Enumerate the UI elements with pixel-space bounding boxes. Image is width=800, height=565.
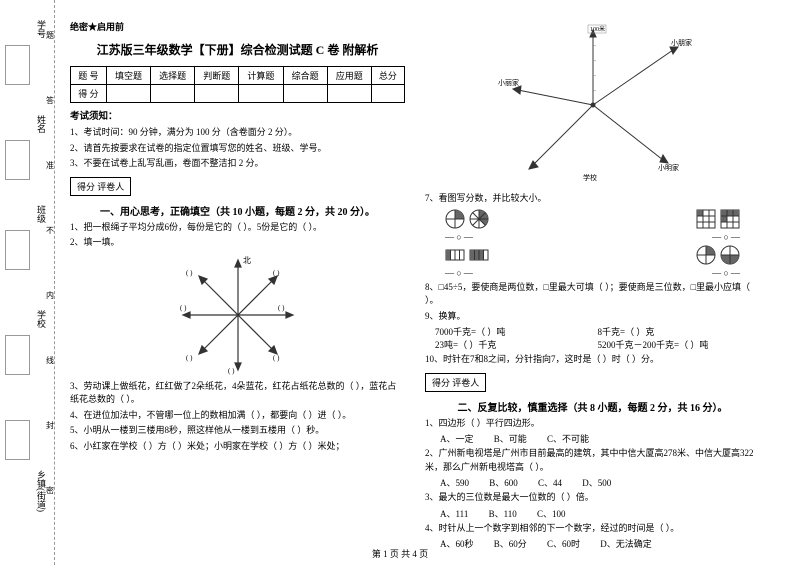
q9a: 7000千克=（ ）吨 bbox=[435, 325, 598, 338]
opt-b: B、110 bbox=[489, 509, 517, 519]
right-column: 100米 小朋家 小丽家 学校 小明家 7、看图写分数，并比较大小。 — ○ —… bbox=[415, 20, 770, 540]
dash-t4: 不 bbox=[46, 225, 54, 236]
svg-text:( ): ( ) bbox=[186, 354, 193, 362]
q4: 4、在进位加法中，不管哪一位上的数相加满（ ），都要向（ ）进（ ）。 bbox=[70, 409, 405, 423]
s2q2: 2、广州新电视塔是广州市目前最高的建筑，其中中信大厦高278米、中信大厦高322… bbox=[425, 447, 760, 474]
th: 选择题 bbox=[151, 67, 195, 85]
td[interactable] bbox=[283, 85, 327, 103]
bind-label-2: 姓名 bbox=[35, 115, 48, 133]
opt-b: B、可能 bbox=[494, 434, 527, 444]
star-diagram: 100米 小朋家 小丽家 学校 小明家 bbox=[493, 20, 693, 190]
s2q3: 3、最大的三位数是最大一位数的（ ）倍。 bbox=[425, 491, 760, 505]
instr-3: 3、不要在试卷上乱写乱画，卷面不整洁扣 2 分。 bbox=[70, 157, 405, 171]
notice-head: 考试须知： bbox=[70, 108, 405, 122]
section1-title: 一、用心思考，正确填空（共 10 小题，每题 2 分，共 20 分）。 bbox=[70, 203, 405, 218]
svg-text:( ): ( ) bbox=[228, 367, 235, 375]
bind-box-4 bbox=[5, 335, 30, 375]
q1: 1、把一根绳子平均分成6份，每份是它的（ ）。5份是它的（ ）。 bbox=[70, 221, 405, 235]
q5: 5、小明从一楼到三楼用8秒，照这样他从一楼到五楼用（ ）秒。 bbox=[70, 424, 405, 438]
page-content: 绝密★启用前 江苏版三年级数学【下册】综合检测试题 C 卷 附解析 题 号 填空… bbox=[0, 0, 800, 540]
q6: 6、小红家在学校（ ）方（ ）米处；小明家在学校（ ）方（ ）米处； bbox=[70, 440, 405, 454]
td[interactable] bbox=[195, 85, 239, 103]
bind-label-3: 班级 bbox=[35, 205, 48, 223]
svg-text:( ): ( ) bbox=[273, 354, 280, 362]
bind-box-3 bbox=[5, 230, 30, 270]
th: 总分 bbox=[371, 67, 404, 85]
q8: 8、□45÷5，要使商是两位数，□里最大可填（ ）；要使商是三位数，□里最小应填… bbox=[425, 281, 760, 308]
dash-t7: 封 bbox=[46, 420, 54, 431]
table-row: 得 分 bbox=[71, 85, 405, 103]
bind-box-1 bbox=[5, 45, 30, 85]
th: 应用题 bbox=[327, 67, 371, 85]
opt-c: C、44 bbox=[538, 478, 562, 488]
instr-2: 2、请首先按要求在试卷的指定位置填写您的姓名、班级、学号。 bbox=[70, 142, 405, 156]
dash-t2: 答 bbox=[46, 95, 54, 106]
q10: 10、时针在7和8之间，分针指向7，这时是（ ）时（ ）分。 bbox=[425, 353, 760, 367]
fraction-diagrams: — ○ —— ○ — — ○ —— ○ — bbox=[425, 209, 760, 278]
svg-text:( ): ( ) bbox=[273, 269, 280, 277]
binding-margin: 学号 姓名 班级 学校 乡镇(街道) 题 答 准 不 内 线 封 密 bbox=[0, 0, 55, 565]
bind-box-5 bbox=[5, 420, 30, 460]
svg-text:( ): ( ) bbox=[186, 269, 193, 277]
td[interactable] bbox=[239, 85, 283, 103]
s2q4: 4、时针从上一个数字到相邻的下一个数字，经过的时间是（ ）。 bbox=[425, 522, 760, 536]
s2q3-opts: A、111 B、110 C、100 bbox=[425, 507, 760, 520]
bind-label-4: 学校 bbox=[35, 310, 48, 328]
s2q1-opts: A、一定 B、可能 C、不可能 bbox=[425, 432, 760, 445]
td: 得 分 bbox=[71, 85, 107, 103]
dash-t5: 内 bbox=[46, 290, 54, 301]
q9c: 23吨=（ ）千克 bbox=[435, 338, 598, 351]
page-footer: 第 1 页 共 4 页 bbox=[0, 547, 800, 560]
th: 填空题 bbox=[106, 67, 150, 85]
dash-t1: 题 bbox=[46, 30, 54, 41]
compass-diagram: 北 ( ) ( ) ( ) ( ) ( ) ( ) ( ) bbox=[178, 255, 298, 375]
q9b: 8千克=（ ）克 bbox=[598, 325, 761, 338]
instr-1: 1、考试时间：90 分钟，满分为 100 分（含卷面分 2 分）。 bbox=[70, 126, 405, 140]
opt-a: A、一定 bbox=[440, 434, 474, 444]
q7: 7、看图写分数，并比较大小。 bbox=[425, 192, 760, 206]
dash-t6: 线 bbox=[46, 355, 54, 366]
dash-t3: 准 bbox=[46, 160, 54, 171]
svg-text:学校: 学校 bbox=[583, 173, 597, 182]
opt-a: A、590 bbox=[440, 478, 469, 488]
left-column: 绝密★启用前 江苏版三年级数学【下册】综合检测试题 C 卷 附解析 题 号 填空… bbox=[60, 20, 415, 540]
svg-text:100米: 100米 bbox=[590, 25, 605, 33]
td[interactable] bbox=[327, 85, 371, 103]
section2-title: 二、反复比较，慎重选择（共 8 小题，每题 2 分，共 16 分）。 bbox=[425, 399, 760, 414]
instructions: 1、考试时间：90 分钟，满分为 100 分（含卷面分 2 分）。 2、请首先按… bbox=[70, 126, 405, 171]
bind-box-2 bbox=[5, 140, 30, 180]
svg-text:小朋家: 小朋家 bbox=[671, 38, 692, 47]
svg-text:( ): ( ) bbox=[278, 304, 285, 312]
secret-label: 绝密★启用前 bbox=[70, 20, 405, 33]
opt-c: C、100 bbox=[537, 509, 566, 519]
q2: 2、填一填。 bbox=[70, 236, 405, 250]
svg-text:( ): ( ) bbox=[180, 304, 187, 312]
td[interactable] bbox=[151, 85, 195, 103]
north-label: 北 bbox=[243, 256, 251, 265]
q3: 3、劳动课上做纸花，红红做了2朵纸花，4朵蓝花，红花占纸花总数的（ ），蓝花占纸… bbox=[70, 380, 405, 407]
score-table: 题 号 填空题 选择题 判断题 计算题 综合题 应用题 总分 得 分 bbox=[70, 66, 405, 103]
opt-d: D、500 bbox=[582, 478, 611, 488]
score-box-1: 得分 评卷人 bbox=[70, 177, 131, 196]
q9d: 5200千克－200千克=（ ）吨 bbox=[598, 338, 761, 351]
opt-c: C、不可能 bbox=[547, 434, 589, 444]
q9: 9、换算。 bbox=[425, 310, 760, 324]
th: 题 号 bbox=[71, 67, 107, 85]
th: 判断题 bbox=[195, 67, 239, 85]
opt-a: A、111 bbox=[440, 509, 468, 519]
td[interactable] bbox=[371, 85, 404, 103]
th: 综合题 bbox=[283, 67, 327, 85]
th: 计算题 bbox=[239, 67, 283, 85]
exam-title: 江苏版三年级数学【下册】综合检测试题 C 卷 附解析 bbox=[70, 41, 405, 58]
table-row: 题 号 填空题 选择题 判断题 计算题 综合题 应用题 总分 bbox=[71, 67, 405, 85]
dash-t8: 密 bbox=[46, 485, 54, 496]
opt-b: B、600 bbox=[489, 478, 518, 488]
s2q1: 1、四边形（ ）平行四边形。 bbox=[425, 417, 760, 431]
svg-text:小明家: 小明家 bbox=[658, 163, 679, 172]
td[interactable] bbox=[106, 85, 150, 103]
svg-text:小丽家: 小丽家 bbox=[498, 78, 519, 87]
score-box-2: 得分 评卷人 bbox=[425, 373, 486, 392]
s2q2-opts: A、590 B、600 C、44 D、500 bbox=[425, 476, 760, 489]
